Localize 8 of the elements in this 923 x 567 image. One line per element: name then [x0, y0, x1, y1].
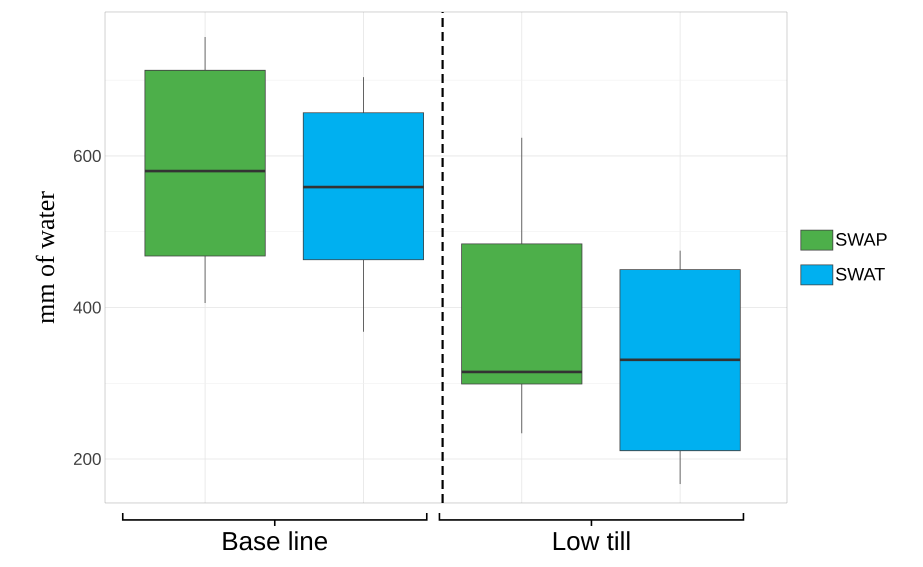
y-tick-label: 600 [74, 150, 101, 162]
y-tick-label: 400 [74, 301, 101, 314]
legend-label: SWAT [836, 268, 885, 281]
y-tick-label: 200 [74, 453, 101, 466]
legend-label: SWAP [836, 233, 887, 246]
text: Base line [223, 531, 328, 550]
y-axis-title: mm of water [36, 191, 54, 324]
text: Low till [554, 531, 630, 550]
